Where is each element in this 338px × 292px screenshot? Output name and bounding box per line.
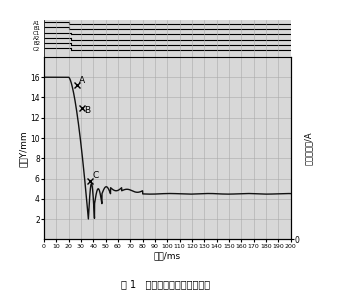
Text: B1: B1 [33, 26, 40, 31]
Text: B: B [84, 106, 90, 115]
Text: B2: B2 [33, 41, 40, 46]
X-axis label: 时间/ms: 时间/ms [154, 251, 181, 260]
Text: C1: C1 [33, 31, 40, 36]
Text: C: C [92, 171, 98, 180]
Text: 图 1   真空断路器分闸行程曲线: 图 1 真空断路器分闸行程曲线 [121, 279, 210, 289]
Y-axis label: 行程Y/mm: 行程Y/mm [18, 130, 27, 166]
Text: A1: A1 [33, 21, 40, 26]
Text: C2: C2 [33, 46, 40, 51]
Y-axis label: 分等圈电流/A: 分等圈电流/A [304, 131, 313, 165]
Text: A: A [79, 76, 85, 85]
Text: A2: A2 [33, 36, 40, 41]
